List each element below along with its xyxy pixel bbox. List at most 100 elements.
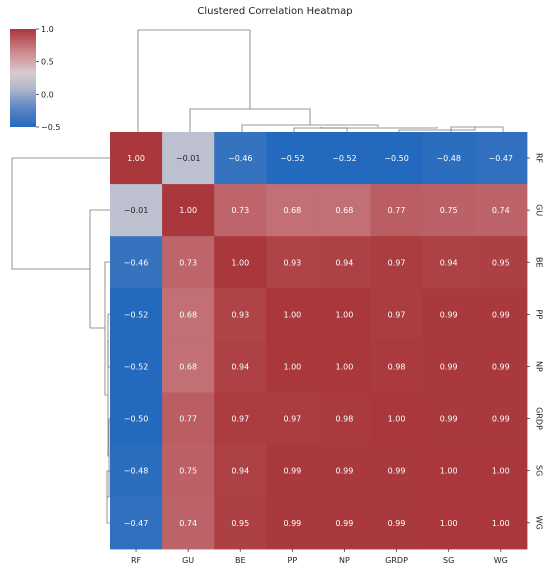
cell-value-label: 1.00: [179, 206, 197, 215]
heatmap-cell-np-gu: [162, 340, 215, 394]
heatmap-cell-be-sg: [422, 236, 476, 289]
row-label-grdp: GRDP: [534, 407, 543, 430]
heatmap-cell-pp-gu: [162, 288, 215, 341]
col-dendro-link-pp-np: [293, 127, 348, 131]
column-label-grdp: GRDP: [385, 556, 408, 565]
heatmap-cell-np-sg: [422, 340, 476, 394]
heatmap-cell-gu-np: [318, 184, 372, 237]
heatmap-cell-wg-wg: [474, 496, 528, 550]
cell-value-label: 0.94: [440, 258, 458, 267]
cell-value-label: 0.99: [492, 415, 510, 424]
heatmap-cell-sg-be: [214, 444, 267, 498]
cell-value-label: 1.00: [336, 310, 354, 319]
cell-value-label: 0.95: [492, 258, 510, 267]
heatmap-cell-sg-sg: [422, 444, 476, 498]
cell-value-label: −0.52: [124, 310, 149, 319]
heatmap-cell-np-grdp: [370, 340, 424, 394]
cell-value-label: −0.48: [436, 154, 461, 163]
cell-value-label: 0.68: [336, 206, 354, 215]
heatmap-cell-rf-gu: [162, 132, 215, 185]
cell-value-label: −0.46: [228, 154, 253, 163]
cell-value-label: 0.97: [231, 415, 249, 424]
column-dendrogram: [137, 29, 504, 132]
row-dendro-link-mid: [107, 340, 109, 457]
row-label-be: BE: [534, 257, 543, 268]
colorbar-tick-label: 1.0: [41, 25, 54, 34]
column-label-rf: RF: [131, 556, 142, 565]
heatmap-cell-pp-be: [214, 288, 267, 341]
heatmap-cell-rf-grdp: [370, 132, 424, 185]
heatmap-cell-np-pp: [266, 340, 319, 394]
heatmap-cell-grdp-np: [318, 392, 372, 446]
cell-value-label: 0.74: [492, 206, 510, 215]
heatmap-cell-sg-grdp: [370, 444, 424, 498]
cell-value-label: 0.99: [336, 519, 354, 528]
col-dendro-link-gu: [189, 108, 311, 132]
heatmap-cell-wg-be: [214, 496, 267, 550]
heatmap-cell-rf-be: [214, 132, 267, 185]
row-dendrogram: [11, 157, 110, 524]
heatmap-cell-pp-wg: [474, 288, 528, 341]
cell-value-label: 0.68: [283, 206, 301, 215]
heatmap-cell-labels: 1.00 −0.01 −0.46 −0.52 −0.52 −0.50 −0.48 −0.47 −…: [124, 154, 513, 528]
cell-value-label: 0.97: [388, 258, 406, 267]
cell-value-label: 1.00: [127, 154, 145, 163]
heatmap-cell-wg-rf: [110, 496, 163, 550]
cell-value-label: 0.77: [388, 206, 406, 215]
heatmap-cells: [110, 132, 528, 550]
colorbar-tick-label: 0.5: [41, 58, 54, 67]
heatmap-cell-grdp-be: [214, 392, 267, 446]
heatmap-cell-wg-np: [318, 496, 372, 550]
cell-value-label: 0.75: [440, 206, 458, 215]
cell-value-label: 1.00: [283, 310, 301, 319]
heatmap-cell-rf-pp: [266, 132, 319, 185]
cell-value-label: −0.46: [124, 258, 149, 267]
row-dendro-link-root: [11, 157, 110, 270]
cell-value-label: 0.95: [231, 519, 249, 528]
colorbar: [10, 29, 36, 127]
cell-value-label: −0.52: [332, 154, 357, 163]
heatmap-cell-wg-sg: [422, 496, 476, 550]
heatmap-cell-grdp-pp: [266, 392, 319, 446]
cell-value-label: 0.93: [283, 258, 301, 267]
cell-value-label: 0.75: [179, 467, 197, 476]
heatmap-cell-grdp-gu: [162, 392, 215, 446]
cell-value-label: 0.99: [492, 310, 510, 319]
heatmap-cell-np-be: [214, 340, 267, 394]
col-dendro-link-mid: [320, 127, 438, 129]
cell-value-label: −0.52: [124, 362, 149, 371]
cell-value-label: 0.68: [179, 362, 197, 371]
cell-value-label: 0.98: [388, 362, 406, 371]
colorbar-gradient: [10, 29, 36, 127]
cell-value-label: 0.93: [231, 310, 249, 319]
cell-value-label: 1.00: [283, 362, 301, 371]
column-tick-labels: RF GU BE PP NP GRDP SG WG: [131, 548, 508, 565]
cell-value-label: 1.00: [231, 258, 249, 267]
cell-value-label: 0.99: [440, 310, 458, 319]
cell-value-label: 0.73: [231, 206, 249, 215]
row-dendro-link-sg-wg: [106, 470, 110, 524]
heatmap-cell-be-be: [214, 236, 267, 289]
row-label-sg: SG: [534, 465, 543, 476]
heatmap-cell-rf-np: [318, 132, 372, 185]
cell-value-label: 0.99: [336, 467, 354, 476]
heatmap-cell-rf-rf: [110, 132, 163, 185]
column-label-wg: WG: [494, 556, 508, 565]
cell-value-label: 1.00: [492, 519, 510, 528]
colorbar-tick-label: 0.0: [41, 90, 54, 99]
cell-value-label: 0.77: [179, 415, 197, 424]
col-dendro-link-root: [137, 29, 251, 132]
cell-value-label: 0.99: [388, 467, 406, 476]
heatmap-cell-gu-grdp: [370, 184, 424, 237]
column-label-pp: PP: [288, 556, 298, 565]
heatmap-cell-be-gu: [162, 236, 215, 289]
heatmap-cell-be-grdp: [370, 236, 424, 289]
cell-value-label: 0.99: [388, 519, 406, 528]
heatmap-cell-pp-sg: [422, 288, 476, 341]
cell-value-label: 0.74: [179, 519, 197, 528]
heatmap-cell-sg-rf: [110, 444, 163, 498]
cell-value-label: 0.98: [336, 415, 354, 424]
column-label-be: BE: [235, 556, 246, 565]
heatmap-cell-gu-rf: [110, 184, 163, 237]
